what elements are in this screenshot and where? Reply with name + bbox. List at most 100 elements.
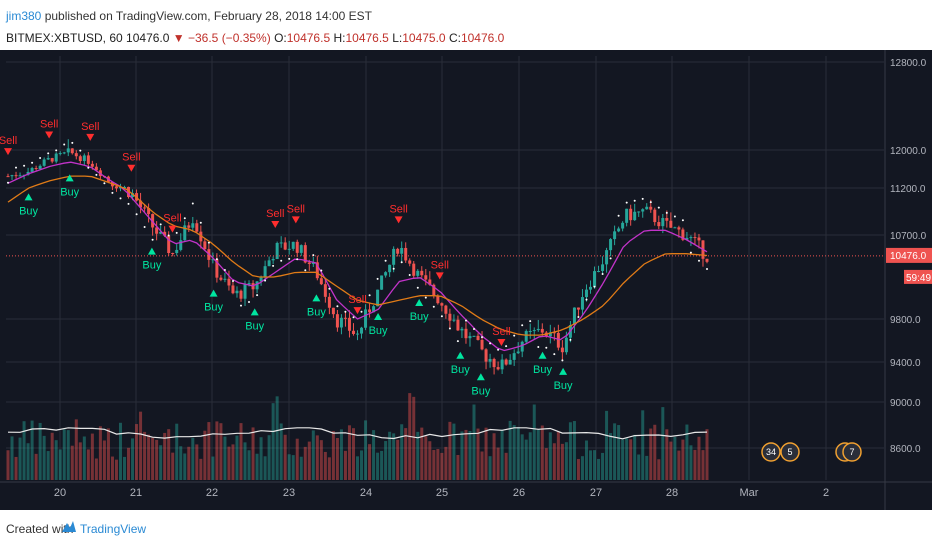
volume-bar — [86, 449, 90, 480]
volume-bar — [167, 429, 171, 480]
candle-body — [219, 277, 223, 280]
volume-bar — [613, 423, 617, 480]
sell-arrow — [435, 272, 444, 280]
volume-bar — [227, 446, 231, 480]
trailing-stop-dot — [248, 301, 250, 303]
candle-body — [392, 248, 396, 265]
volume-bar — [428, 441, 432, 480]
volume-bar — [544, 448, 548, 480]
candle-body — [319, 278, 323, 285]
ma-slow-line — [7, 175, 708, 336]
axes: 12800.0 12000.0 11200.0 10700.0 9800.0 9400.0… — [0, 50, 932, 510]
candle-body — [315, 262, 319, 279]
volume-bar — [102, 440, 106, 480]
x-tick-label: 2 — [823, 487, 829, 499]
candle-body — [476, 335, 480, 340]
tradingview-link[interactable]: TradingView — [80, 522, 147, 536]
last-price-tag — [886, 247, 932, 263]
trailing-stop-dot — [609, 257, 612, 260]
volume-bar — [384, 441, 388, 480]
volume-bar — [400, 424, 404, 480]
volume-bar — [452, 423, 456, 480]
candle-body — [621, 222, 625, 229]
volume-bar — [239, 423, 243, 480]
trailing-stop-dot — [63, 143, 66, 146]
sell-label: Sell — [287, 203, 305, 215]
candle-body — [18, 175, 22, 177]
countdown-label: 59:49 — [906, 273, 931, 284]
candle-body — [58, 153, 62, 155]
trailing-stop-dot — [159, 223, 162, 226]
trailing-stop-dot — [633, 199, 636, 202]
volume-bar — [195, 444, 199, 480]
x-tick-label: 20 — [54, 487, 66, 499]
volume-bar — [118, 422, 122, 480]
candle-body — [50, 158, 54, 162]
volume-bar — [26, 443, 30, 480]
volume-bar — [500, 429, 504, 480]
volume-bar — [123, 456, 126, 480]
candle-body — [384, 272, 388, 276]
volume-bar — [673, 436, 677, 480]
volume-bar — [46, 451, 50, 480]
candle-body — [601, 264, 605, 271]
y-tick-label: 12800.0 — [890, 58, 927, 69]
volume-bar — [251, 427, 255, 480]
volume-bar — [524, 439, 528, 480]
volume-bar — [657, 459, 661, 480]
volume-bar — [319, 440, 323, 480]
trailing-stop-dot — [577, 316, 580, 318]
candle-body — [376, 289, 380, 307]
buy-arrow — [250, 308, 259, 316]
trailing-stop-dot — [175, 231, 178, 234]
candle-body — [677, 227, 681, 230]
candle-body — [484, 349, 488, 362]
trailing-stop-dot — [521, 324, 524, 327]
trailing-stop-dot — [352, 316, 355, 319]
buy-label: Buy — [554, 380, 573, 392]
trailing-stop-dot — [617, 214, 620, 217]
symbol-label[interactable]: BITMEX:XBTUSD, 60 — [6, 31, 123, 45]
candle-body — [30, 168, 34, 172]
volume-bar — [243, 442, 247, 480]
volume-bar — [199, 458, 203, 480]
buy-arrow — [415, 299, 424, 306]
footer: Created with TradingView — [0, 510, 932, 550]
volume-bar — [70, 445, 74, 480]
author-link[interactable]: jim380 — [6, 9, 42, 23]
candle-body — [633, 211, 637, 221]
volume-bar — [564, 442, 568, 480]
volume-bar — [593, 450, 597, 480]
trailing-stop-dot — [698, 259, 700, 262]
volume-bar — [360, 450, 364, 480]
trailing-stop-dot — [392, 267, 395, 270]
candle-body — [552, 332, 556, 334]
candle-body — [380, 275, 384, 290]
trailing-stop-dot — [625, 201, 628, 204]
candle-body — [159, 231, 163, 234]
trailing-stop-dot — [111, 191, 114, 194]
trailing-stop-dot — [448, 327, 451, 330]
candle-body — [444, 305, 448, 314]
candle-body — [508, 359, 512, 365]
sell-label: Sell — [40, 119, 58, 131]
candle-body — [645, 206, 649, 210]
candle-body — [163, 231, 167, 236]
tradingview-logo-icon[interactable] — [60, 517, 78, 535]
candle-body — [516, 351, 520, 354]
trailing-stop-dot — [7, 181, 9, 184]
candle-body — [351, 330, 355, 334]
trailing-stop-dot — [593, 285, 596, 288]
candle-body — [665, 218, 669, 221]
candle-body — [492, 358, 496, 368]
candle-body — [372, 306, 376, 313]
volume-bar — [22, 421, 26, 480]
candle-body — [231, 285, 235, 294]
volume-bar — [159, 445, 163, 480]
volume-bar — [420, 427, 424, 480]
low-label: L: — [392, 31, 403, 45]
sell-arrow — [353, 307, 362, 315]
low-value: 10475.0 — [402, 31, 446, 45]
candle-body — [335, 314, 339, 328]
